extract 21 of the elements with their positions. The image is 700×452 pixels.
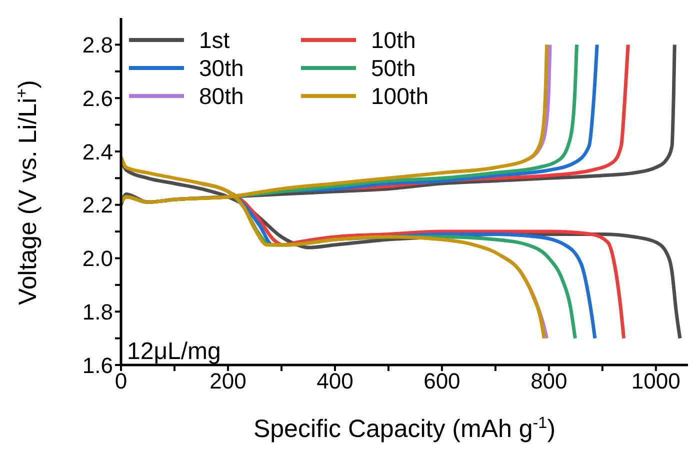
y-tick-label: 2.8 [82, 32, 113, 58]
legend-label: 1st [199, 27, 230, 53]
y-tick-label: 2.2 [82, 192, 113, 218]
x-axis-title: Specific Capacity (mAh g$^{-1}$) [253, 414, 556, 443]
legend-label: 100th [371, 83, 429, 109]
x-tick-label: 200 [210, 368, 246, 394]
y-tick-label: 1.8 [82, 299, 113, 324]
x-tick-label: 400 [316, 368, 354, 394]
x-tick-label: 1000 [631, 368, 680, 394]
y-tick-label: 2.0 [82, 246, 113, 272]
legend-label: 30th [199, 55, 244, 81]
x-tick-label: 600 [424, 368, 460, 394]
x-tick-label: 800 [530, 368, 568, 394]
y-tick-label: 2.6 [82, 86, 113, 111]
legend-label: 10th [371, 27, 416, 53]
annotation: 12μL/mg [127, 338, 221, 365]
legend-label: 50th [371, 55, 416, 81]
y-tick-label: 2.4 [82, 139, 113, 164]
legend-label: 80th [199, 83, 244, 109]
x-tick-label: 0 [114, 368, 128, 394]
y-tick-label: 1.6 [82, 352, 113, 378]
